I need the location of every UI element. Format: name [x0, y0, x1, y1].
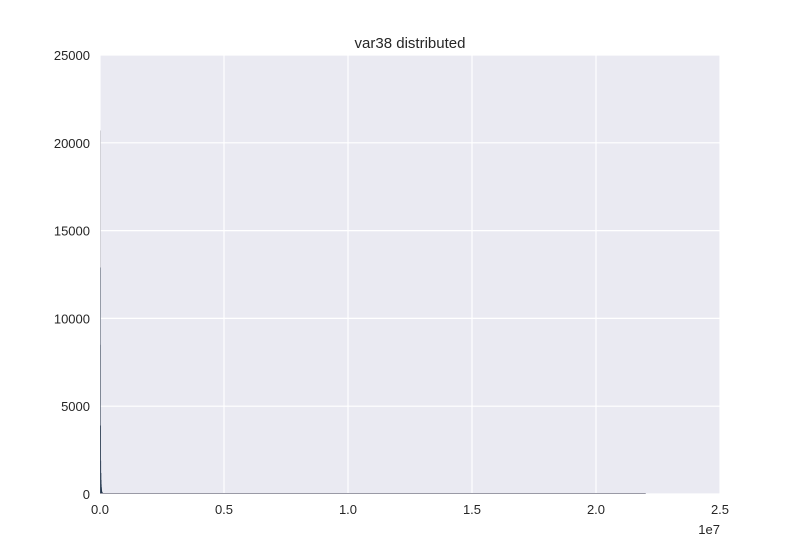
y-tick-label: 5000 — [61, 399, 90, 414]
x-tick-label: 0.5 — [215, 502, 233, 517]
x-tick-label: 2.0 — [587, 502, 605, 517]
x-tick-label: 1.0 — [339, 502, 357, 517]
y-tick-label: 15000 — [54, 224, 90, 239]
y-tick-label: 25000 — [54, 48, 90, 63]
y-tick-label: 20000 — [54, 136, 90, 151]
y-tick-label: 0 — [83, 487, 90, 502]
chart-title: var38 distributed — [355, 35, 466, 52]
y-tick-label: 10000 — [54, 311, 90, 326]
y-axis-ticks: 0 5000 10000 15000 20000 25000 — [54, 48, 90, 502]
x-axis-offset-label: 1e7 — [698, 522, 720, 537]
x-tick-label: 1.5 — [463, 502, 481, 517]
x-axis-ticks: 0.0 0.5 1.0 1.5 2.0 2.5 — [91, 502, 729, 517]
plot-area — [100, 55, 720, 494]
x-tick-label: 0.0 — [91, 502, 109, 517]
x-tick-label: 2.5 — [711, 502, 729, 517]
